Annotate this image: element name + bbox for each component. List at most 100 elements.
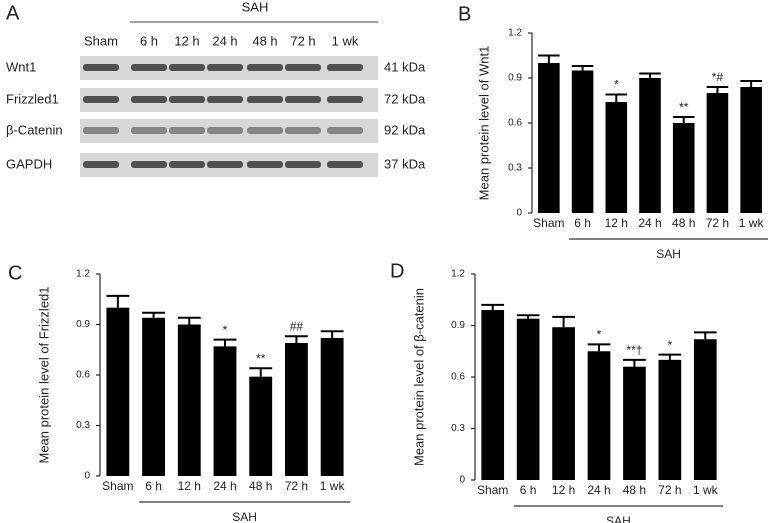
y-tick-label: 0.3	[508, 163, 522, 174]
error-bar	[605, 93, 628, 102]
x-tick-label: 48 h	[249, 479, 272, 493]
row-size: 37 kDa	[384, 156, 426, 171]
bar	[106, 307, 130, 476]
panel-letter: C	[8, 262, 22, 284]
x-tick-label: 12 h	[552, 483, 575, 497]
row-label: Wnt1	[6, 59, 36, 74]
error-bar	[672, 116, 695, 123]
x-tick-label: 6 h	[574, 216, 591, 230]
band	[247, 96, 283, 103]
band	[207, 127, 243, 134]
lane-label: 24 h	[212, 33, 237, 48]
y-tick-label: 1.2	[508, 28, 522, 39]
x-tick-label: 48 h	[623, 483, 646, 497]
row-size: 92 kDa	[384, 122, 426, 137]
x-tick-label: 1 wk	[320, 479, 346, 493]
band	[285, 127, 321, 134]
band	[169, 127, 205, 134]
bar	[552, 327, 575, 480]
row-size: 72 kDa	[384, 91, 426, 106]
x-tick-label: 24 h	[587, 483, 610, 497]
error-bar	[516, 314, 540, 319]
significance: **	[256, 351, 266, 365]
error-bar	[623, 358, 646, 367]
band	[327, 96, 363, 103]
error-bar	[552, 315, 575, 328]
lane-label: 6 h	[140, 33, 158, 48]
x-axis-label: SAH	[606, 514, 631, 523]
error-bar	[249, 367, 273, 377]
band	[207, 64, 243, 71]
y-tick-label: 0.6	[451, 372, 465, 383]
bar	[639, 78, 661, 213]
band	[131, 127, 167, 134]
band	[83, 127, 119, 134]
x-tick-label: 6 h	[145, 479, 162, 493]
panel-letter: B	[458, 3, 471, 25]
band	[169, 64, 205, 71]
band	[83, 96, 119, 103]
bar	[706, 93, 729, 213]
group-label: SAH	[242, 0, 269, 14]
bar	[177, 324, 201, 476]
y-tick-label: 1.2	[76, 269, 90, 280]
y-axis-label: Mean protein level of Wnt1	[476, 46, 491, 201]
error-bar	[177, 316, 201, 325]
y-tick-label: 0.6	[508, 118, 522, 129]
y-tick-label: 0.3	[76, 420, 90, 431]
bar	[285, 343, 308, 476]
bar	[571, 70, 594, 213]
row-label: β-Catenin	[6, 122, 63, 137]
y-axis-label: Mean protein level of β-catenin	[411, 288, 426, 466]
x-tick-label: Sham	[477, 483, 508, 497]
bar	[142, 317, 165, 476]
error-bar	[658, 353, 682, 360]
band	[207, 96, 243, 103]
x-tick-label: 1 wk	[693, 483, 719, 497]
y-tick-label: 0.6	[76, 370, 90, 381]
error-bar	[285, 335, 308, 344]
y-tick-label: 0.9	[76, 319, 90, 330]
y-tick-label: 0	[516, 208, 522, 219]
error-bar	[706, 86, 729, 93]
bar	[623, 366, 646, 480]
band	[285, 96, 321, 103]
x-axis-label: SAH	[656, 247, 681, 261]
x-tick-label: 24 h	[638, 216, 661, 230]
band	[131, 64, 167, 71]
bar	[249, 376, 273, 476]
y-tick-label: 0	[84, 471, 90, 482]
x-tick-label: 12 h	[178, 479, 201, 493]
band	[169, 161, 205, 168]
significance: *	[614, 78, 619, 92]
band	[207, 161, 243, 168]
y-tick-label: 0.3	[451, 423, 465, 434]
error-bar	[693, 331, 717, 340]
bar	[538, 63, 560, 213]
bar	[213, 346, 237, 476]
y-axis-label: Mean protein level of Frizzled1	[36, 286, 51, 463]
band	[247, 64, 283, 71]
panel-letter: A	[6, 2, 20, 24]
bar	[693, 339, 717, 480]
y-tick-label: 0.9	[451, 320, 465, 331]
bar	[587, 351, 611, 480]
error-bar	[538, 54, 560, 63]
panel-letter: D	[390, 260, 404, 282]
significance: *	[223, 323, 228, 337]
x-tick-label: 72 h	[658, 483, 681, 497]
lane-label: 1 wk	[332, 33, 359, 48]
error-bar	[142, 311, 165, 318]
y-tick-label: 1.2	[451, 269, 465, 280]
band	[327, 127, 363, 134]
significance: *	[668, 338, 673, 352]
significance: ##	[290, 319, 304, 333]
y-tick-label: 0.9	[508, 73, 522, 84]
x-tick-label: 24 h	[213, 479, 236, 493]
bar	[481, 310, 505, 480]
error-bar	[106, 294, 130, 308]
row-size: 41 kDa	[384, 59, 426, 74]
x-tick-label: 72 h	[706, 216, 729, 230]
